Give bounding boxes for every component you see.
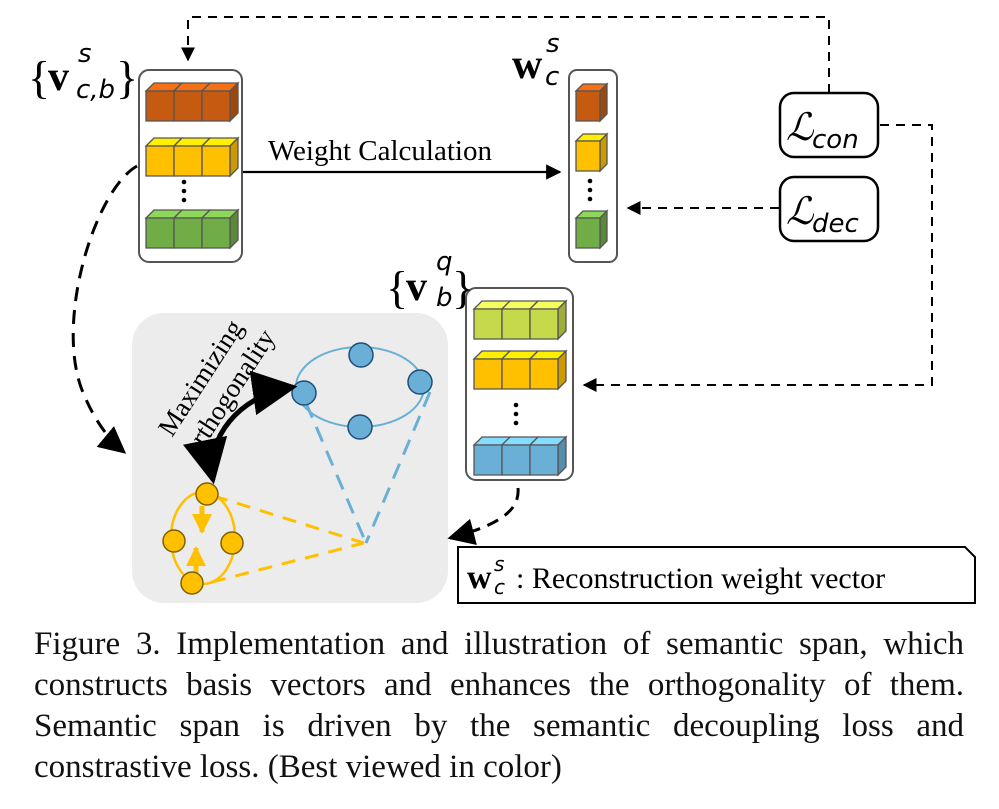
yellow-basis-point: [162, 529, 186, 553]
yellow-cone-line-bottom: [211, 541, 365, 584]
yellow-basis-point: [195, 482, 219, 506]
loss-con-label: ℒ con: [786, 105, 859, 155]
loss-con-to-query-arrow: [582, 124, 933, 392]
svg-text:}: }: [116, 52, 138, 103]
yellow-cone-line-top: [213, 494, 365, 545]
svg-text:: Reconstruction weight vector: : Reconstruction weight vector: [516, 562, 885, 595]
svg-text:v: v: [406, 264, 427, 310]
weight-cell-2: [574, 132, 609, 173]
svg-text:b: b: [436, 283, 453, 313]
query-vectors-label: { v q b }: [386, 247, 474, 313]
semantic-span-diagram: { v s c,b } w s c Weight Calculation ℒ c…: [28, 16, 976, 604]
query-to-panel-arrow: [447, 487, 520, 545]
svg-text:s: s: [78, 39, 92, 69]
query-vectors-box: [465, 287, 574, 481]
support-vector-row-2: [144, 136, 240, 178]
svg-text:q: q: [436, 247, 453, 277]
weight-cell-1: [574, 82, 609, 123]
loss-dec-box: [778, 175, 880, 243]
svg-text:w: w: [512, 42, 543, 88]
blue-basis-point: [348, 342, 374, 368]
support-ellipsis: [181, 179, 187, 203]
blue-basis-point: [291, 380, 317, 406]
loss-dec-label: ℒ dec: [786, 189, 859, 239]
figure-caption: Figure 3. Implementation and illustratio…: [34, 626, 964, 785]
weight-calculation-label: Weight Calculation: [268, 135, 492, 167]
svg-text:s: s: [546, 29, 560, 59]
support-vectors-box: [138, 69, 243, 263]
svg-text:}: }: [452, 262, 474, 313]
svg-text:ℒ: ℒ: [786, 105, 815, 149]
svg-text:v: v: [48, 54, 69, 100]
query-vector-row-1: [472, 299, 568, 341]
svg-text:ℒ: ℒ: [786, 189, 815, 233]
support-vectors-label: { v s c,b }: [28, 39, 138, 105]
svg-text:w: w: [467, 559, 492, 596]
support-to-panel-arrow: [71, 164, 138, 454]
weight-vector-label: w s c: [512, 29, 560, 92]
query-ellipsis: [513, 402, 519, 426]
svg-text:con: con: [812, 125, 859, 155]
weight-vector-box: [568, 69, 618, 263]
svg-text:c: c: [494, 575, 505, 599]
query-vector-row-3: [472, 435, 568, 477]
orthogonality-double-arrow: [183, 370, 298, 485]
svg-text:{: {: [386, 262, 408, 313]
support-vector-row-1: [144, 81, 240, 123]
legend-box: w s c : Reconstruction weight vector: [457, 546, 976, 604]
blue-basis-point: [407, 369, 433, 395]
blue-cone-line-right: [364, 391, 432, 544]
blue-basis-point: [347, 414, 373, 440]
svg-text:{: {: [28, 52, 50, 103]
loss-con-to-support-arrow: [181, 16, 830, 93]
svg-text:c,b: c,b: [76, 75, 115, 105]
weight-cell-3: [574, 209, 609, 250]
support-vector-row-3: [144, 208, 240, 250]
svg-text:s: s: [494, 552, 504, 576]
yellow-basis-point: [180, 571, 204, 595]
svg-text:c: c: [545, 62, 559, 92]
weight-ellipsis: [587, 178, 593, 202]
yellow-basis-point: [220, 531, 244, 555]
query-vector-row-2: [472, 349, 568, 391]
svg-text:dec: dec: [812, 209, 859, 239]
